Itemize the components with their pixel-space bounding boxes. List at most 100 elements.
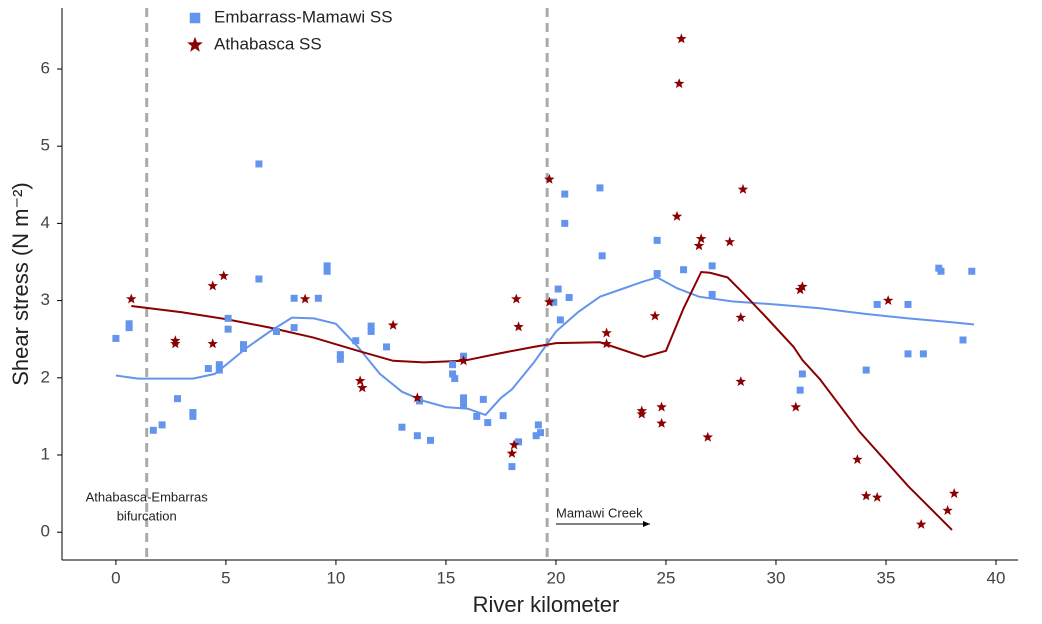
x-tick-label: 30 xyxy=(767,568,786,587)
data-point xyxy=(255,160,263,168)
data-point xyxy=(598,252,606,260)
data-point xyxy=(412,392,423,403)
data-point xyxy=(460,394,468,402)
trend-line xyxy=(115,276,975,417)
data-point xyxy=(656,417,667,428)
data-point xyxy=(693,240,705,251)
data-point xyxy=(942,505,953,515)
data-point xyxy=(224,314,232,322)
data-point xyxy=(671,210,683,221)
data-point xyxy=(449,361,457,369)
data-point xyxy=(601,327,612,338)
data-point xyxy=(299,293,311,304)
data-point xyxy=(550,298,558,306)
data-point xyxy=(532,432,540,440)
data-point xyxy=(883,295,894,305)
y-axis-title: Shear stress (N m⁻²) xyxy=(8,182,33,386)
annotation: Athabasca-Embarras xyxy=(86,489,209,504)
data-point xyxy=(653,270,661,278)
data-point xyxy=(336,355,344,363)
data-point xyxy=(511,293,522,304)
data-point xyxy=(189,409,197,417)
data-point xyxy=(413,432,421,440)
data-point xyxy=(790,401,801,412)
data-point xyxy=(904,350,912,358)
legend-label: Embarrass-Mamawi SS xyxy=(214,7,393,26)
x-tick-label: 20 xyxy=(546,568,565,587)
data-point xyxy=(204,365,212,373)
data-point xyxy=(290,294,298,302)
data-point xyxy=(158,421,166,429)
x-tick-label: 15 xyxy=(436,568,455,587)
data-point xyxy=(937,267,945,275)
data-point xyxy=(458,355,469,366)
data-point xyxy=(218,270,229,281)
data-point xyxy=(873,300,881,308)
data-point xyxy=(112,334,120,342)
data-point xyxy=(398,423,406,431)
legend-marker xyxy=(187,36,203,52)
data-point xyxy=(916,519,927,529)
data-point xyxy=(174,395,182,403)
data-point xyxy=(323,267,331,275)
data-point xyxy=(290,324,298,332)
x-tick-label: 35 xyxy=(877,568,896,587)
data-point xyxy=(451,375,459,383)
data-point xyxy=(708,262,716,270)
data-point xyxy=(215,366,223,374)
data-point xyxy=(515,438,523,446)
x-tick-label: 25 xyxy=(657,568,676,587)
data-point xyxy=(656,401,667,412)
data-point xyxy=(695,233,707,244)
data-point xyxy=(460,400,468,408)
data-point xyxy=(904,300,912,308)
data-point xyxy=(554,285,562,293)
data-point xyxy=(240,344,248,352)
annotation: bifurcation xyxy=(117,508,177,523)
data-point xyxy=(673,78,685,89)
data-point xyxy=(352,337,360,345)
data-point xyxy=(126,293,137,304)
legend-marker xyxy=(189,12,201,24)
data-point xyxy=(534,421,542,429)
data-point xyxy=(506,448,518,458)
data-point xyxy=(207,338,218,349)
data-point xyxy=(240,341,248,349)
data-point xyxy=(354,375,366,386)
data-point xyxy=(513,321,524,332)
data-point xyxy=(170,338,181,349)
data-point xyxy=(336,351,344,359)
x-tick-label: 0 xyxy=(111,568,120,587)
data-point xyxy=(872,492,883,502)
data-point xyxy=(737,183,749,194)
legend-label: Athabasca SS xyxy=(214,34,322,53)
data-point xyxy=(735,312,746,322)
data-point xyxy=(149,426,157,434)
data-point xyxy=(708,290,716,298)
y-tick-label: 1 xyxy=(41,444,50,463)
data-point xyxy=(601,338,612,349)
data-point xyxy=(797,281,808,292)
trend-line xyxy=(131,270,953,531)
y-tick-label: 6 xyxy=(41,58,50,77)
data-point xyxy=(596,184,604,192)
data-point xyxy=(473,412,481,420)
data-point xyxy=(479,395,487,403)
data-point xyxy=(367,327,375,335)
data-point xyxy=(215,361,223,369)
data-point xyxy=(862,366,870,374)
data-point xyxy=(314,294,322,302)
x-axis-title: River kilometer xyxy=(473,592,620,617)
data-point xyxy=(949,488,960,499)
data-point xyxy=(556,316,564,324)
data-point xyxy=(224,325,232,333)
annotation: Mamawi Creek xyxy=(556,505,643,520)
data-point xyxy=(273,327,281,335)
data-point xyxy=(508,463,516,471)
y-tick-label: 2 xyxy=(41,367,50,386)
data-point xyxy=(125,324,133,332)
x-tick-label: 5 xyxy=(221,568,230,587)
data-point xyxy=(968,267,976,275)
data-point xyxy=(537,429,545,437)
